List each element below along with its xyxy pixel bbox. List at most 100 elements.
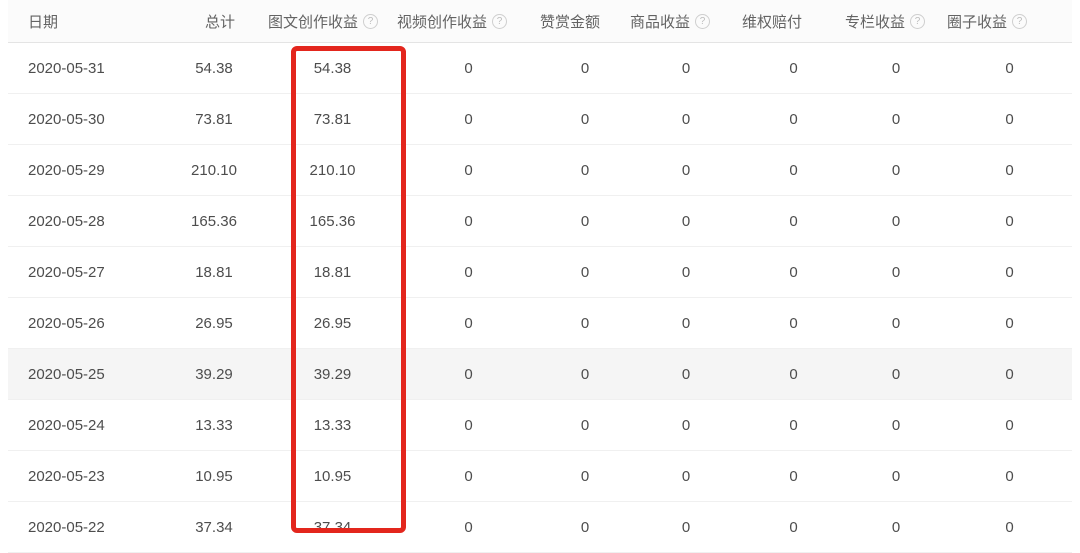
value-cell: 0 xyxy=(580,212,590,230)
table-row[interactable]: 2020-05-26 26.95 26.95 0 0 0 0 0 0 xyxy=(8,298,1072,349)
column-header-3: 视频创作收益? xyxy=(397,11,540,32)
date-cell: 2020-05-27 xyxy=(28,263,105,281)
value-cell: 39.29 xyxy=(313,365,352,383)
help-icon[interactable]: ? xyxy=(1012,13,1028,29)
table-row[interactable]: 2020-05-23 10.95 10.95 0 0 0 0 0 0 xyxy=(8,451,1072,502)
value-cell: 0 xyxy=(789,263,798,281)
value-cell: 0 xyxy=(1005,110,1014,128)
value-cell: 0 xyxy=(891,59,901,77)
value-cell: 0 xyxy=(891,416,901,434)
value-cell: 0 xyxy=(789,161,798,179)
column-header-label: 商品收益 xyxy=(630,13,691,31)
value-cell: 0 xyxy=(681,59,691,77)
column-header-1: 总计 xyxy=(160,11,268,32)
value-cell: 18.81 xyxy=(195,263,233,281)
help-icon[interactable]: ? xyxy=(492,13,508,29)
value-cell: 0 xyxy=(891,518,901,536)
help-icon[interactable]: ? xyxy=(910,13,926,29)
value-cell: 54.38 xyxy=(313,59,352,77)
value-cell: 0 xyxy=(681,518,691,536)
date-cell: 2020-05-29 xyxy=(28,161,105,179)
value-cell: 210.10 xyxy=(309,161,356,179)
value-cell: 0 xyxy=(464,467,473,485)
value-cell: 0 xyxy=(1005,161,1014,179)
column-header-label: 维权赔付 xyxy=(742,13,803,31)
value-cell: 0 xyxy=(464,365,473,383)
table-row[interactable]: 2020-05-30 73.81 73.81 0 0 0 0 0 0 xyxy=(8,94,1072,145)
value-cell: 0 xyxy=(580,263,590,281)
table-body: 2020-05-31 54.38 54.38 0 0 0 0 0 0 2020-05-30 73.8… xyxy=(8,43,1072,553)
value-cell: 0 xyxy=(681,212,691,230)
column-header-5: 商品收益? xyxy=(630,11,742,32)
column-header-label: 圈子收益 xyxy=(947,13,1008,31)
value-cell: 0 xyxy=(681,467,691,485)
value-cell: 0 xyxy=(789,212,798,230)
help-icon[interactable]: ? xyxy=(695,13,711,29)
value-cell: 0 xyxy=(1005,59,1014,77)
table-row[interactable]: 2020-05-24 13.33 13.33 0 0 0 0 0 0 xyxy=(8,400,1072,451)
table-row[interactable]: 2020-05-31 54.38 54.38 0 0 0 0 0 0 xyxy=(8,43,1072,94)
value-cell: 0 xyxy=(891,314,901,332)
value-cell: 54.38 xyxy=(195,59,233,77)
value-cell: 73.81 xyxy=(313,110,352,128)
value-cell: 13.33 xyxy=(195,416,233,434)
table-row[interactable]: 2020-05-28 165.36 165.36 0 0 0 0 0 0 xyxy=(8,196,1072,247)
help-icon[interactable]: ? xyxy=(363,13,379,29)
value-cell: 0 xyxy=(681,365,691,383)
value-cell: 0 xyxy=(681,161,691,179)
value-cell: 0 xyxy=(580,467,590,485)
value-cell: 0 xyxy=(681,314,691,332)
table-row[interactable]: 2020-05-27 18.81 18.81 0 0 0 0 0 0 xyxy=(8,247,1072,298)
value-cell: 26.95 xyxy=(313,314,352,332)
value-cell: 10.95 xyxy=(313,467,352,485)
column-header-0: 日期 xyxy=(8,11,160,32)
column-header-label: 视频创作收益 xyxy=(397,13,488,31)
value-cell: 0 xyxy=(1005,518,1014,536)
value-cell: 18.81 xyxy=(313,263,352,281)
value-cell: 0 xyxy=(1005,212,1014,230)
value-cell: 0 xyxy=(891,110,901,128)
value-cell: 0 xyxy=(681,263,691,281)
value-cell: 13.33 xyxy=(313,416,352,434)
value-cell: 0 xyxy=(464,314,473,332)
column-header-4: 赞赏金额 xyxy=(540,11,630,32)
table-row[interactable]: 2020-05-29 210.10 210.10 0 0 0 0 0 0 xyxy=(8,145,1072,196)
value-cell: 0 xyxy=(464,59,473,77)
value-cell: 0 xyxy=(789,314,798,332)
date-cell: 2020-05-25 xyxy=(28,365,105,383)
date-cell: 2020-05-31 xyxy=(28,59,105,77)
column-header-2: 图文创作收益? xyxy=(268,11,397,32)
value-cell: 0 xyxy=(789,416,798,434)
value-cell: 0 xyxy=(681,110,691,128)
column-header-label: 日期 xyxy=(28,13,59,31)
value-cell: 0 xyxy=(464,212,473,230)
value-cell: 0 xyxy=(580,365,590,383)
value-cell: 0 xyxy=(891,467,901,485)
date-cell: 2020-05-28 xyxy=(28,212,105,230)
value-cell: 0 xyxy=(464,161,473,179)
value-cell: 26.95 xyxy=(195,314,233,332)
value-cell: 73.81 xyxy=(195,110,233,128)
value-cell: 0 xyxy=(1005,365,1014,383)
value-cell: 0 xyxy=(789,467,798,485)
table-row[interactable]: 2020-05-22 37.34 37.34 0 0 0 0 0 0 xyxy=(8,502,1072,553)
value-cell: 0 xyxy=(891,263,901,281)
value-cell: 0 xyxy=(789,518,798,536)
earnings-table: 日期 总计 图文创作收益? 视频创作收益? 赞赏金额 商品收益? 维权赔付 专栏收益? 圈子收益… xyxy=(8,0,1072,553)
date-cell: 2020-05-24 xyxy=(28,416,105,434)
value-cell: 0 xyxy=(580,314,590,332)
date-cell: 2020-05-30 xyxy=(28,110,105,128)
value-cell: 0 xyxy=(681,416,691,434)
value-cell: 0 xyxy=(464,518,473,536)
value-cell: 165.36 xyxy=(309,212,356,230)
date-cell: 2020-05-23 xyxy=(28,467,105,485)
column-header-6: 维权赔付 xyxy=(742,11,845,32)
value-cell: 0 xyxy=(789,59,798,77)
column-header-7: 专栏收益? xyxy=(845,11,947,32)
value-cell: 37.34 xyxy=(313,518,352,536)
value-cell: 0 xyxy=(1005,467,1014,485)
column-header-8: 圈子收益? xyxy=(947,11,1072,32)
value-cell: 0 xyxy=(789,110,798,128)
value-cell: 0 xyxy=(1005,416,1014,434)
table-row[interactable]: 2020-05-25 39.29 39.29 0 0 0 0 0 0 xyxy=(8,349,1072,400)
